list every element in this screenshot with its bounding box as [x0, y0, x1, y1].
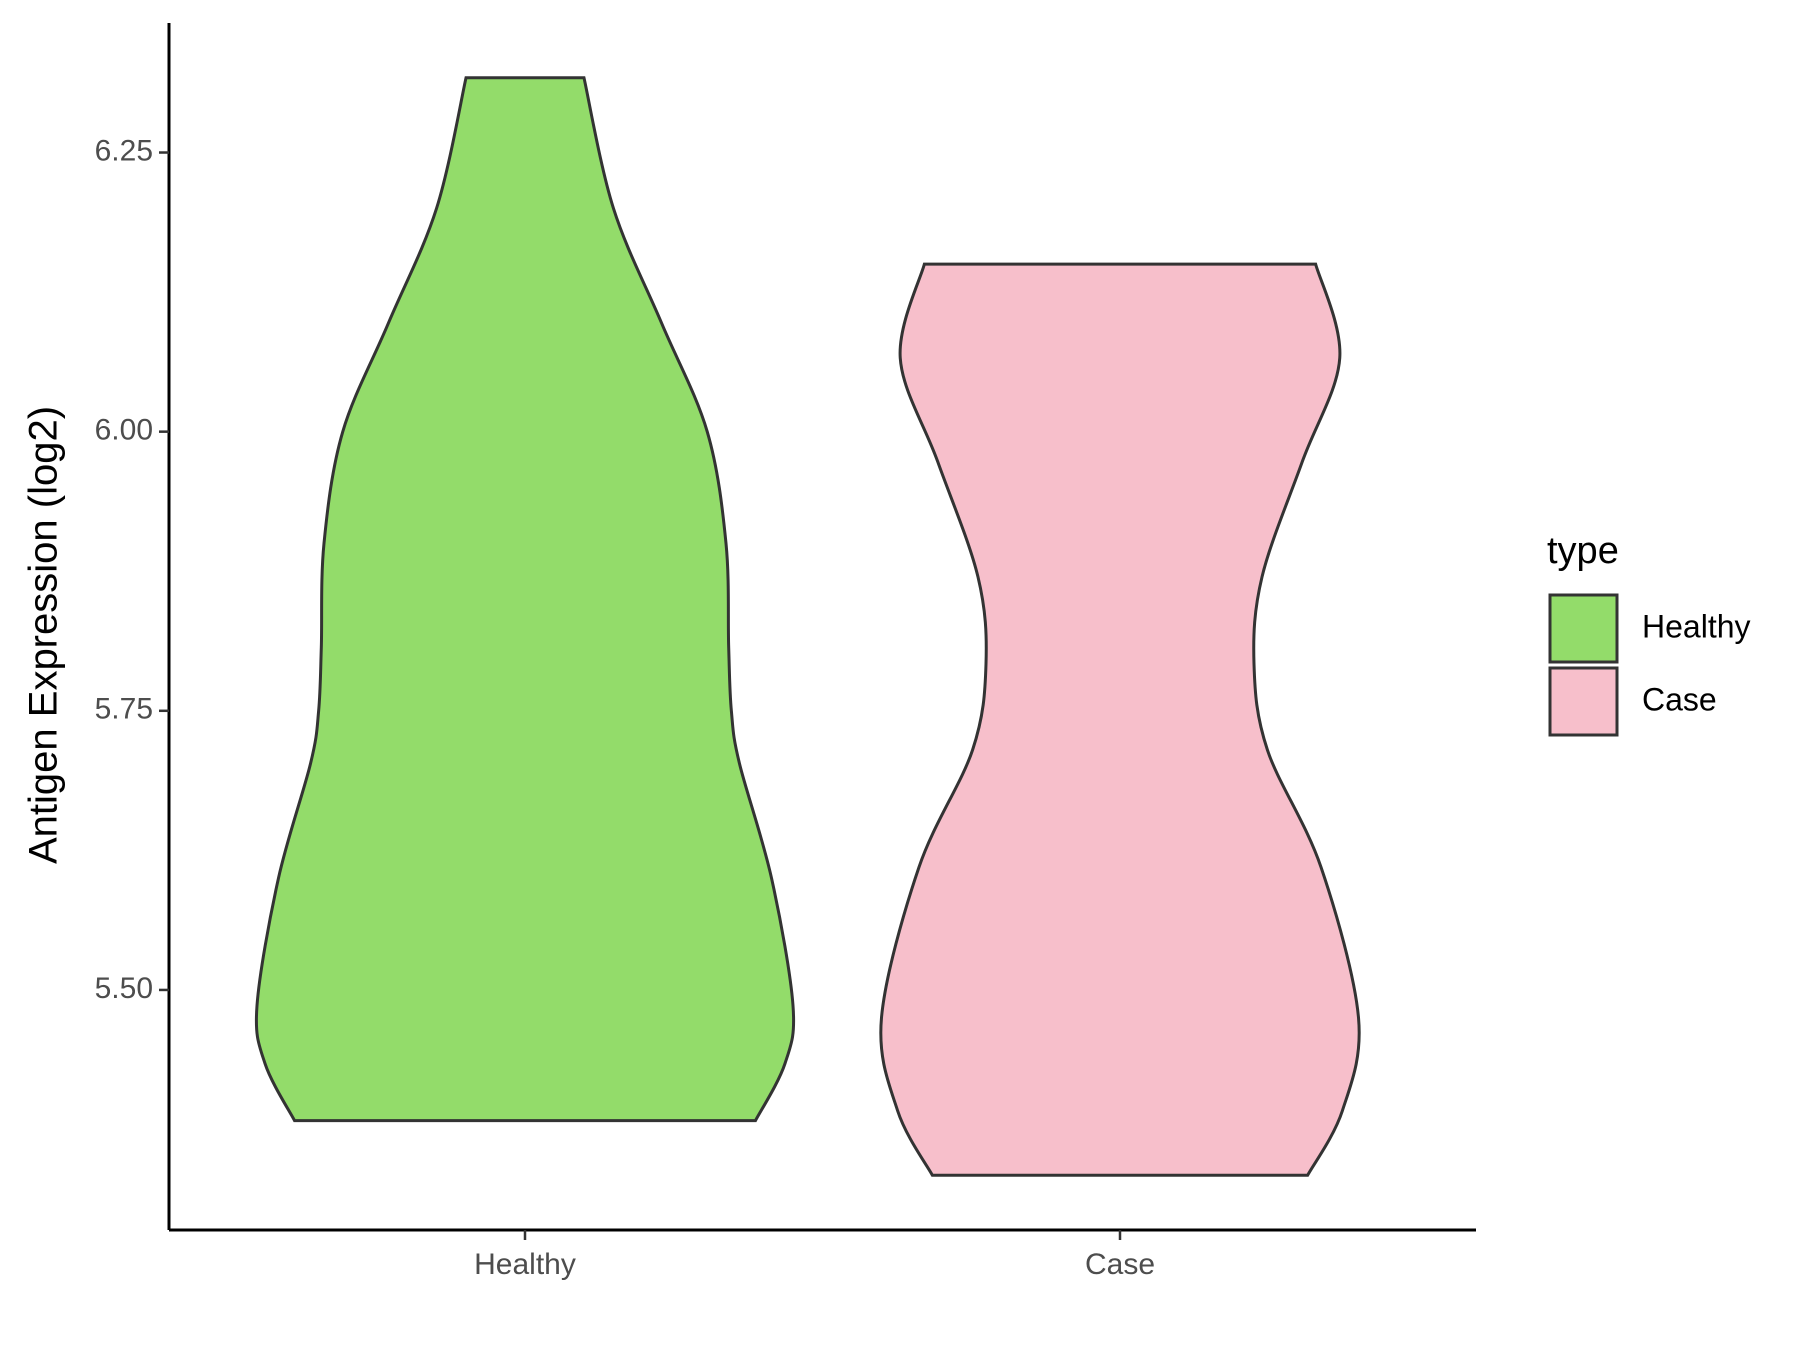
legend-title: type: [1547, 530, 1619, 572]
legend-key: [1548, 666, 1619, 737]
y-tick-label: 5.50: [95, 972, 153, 1005]
legend-label: Healthy: [1642, 608, 1751, 644]
y-axis-title: Antigen Expression (log2): [22, 406, 66, 864]
violin: [254, 76, 796, 1123]
legend-label: Case: [1642, 681, 1717, 717]
x-tick-label: Case: [1085, 1248, 1155, 1281]
y-tick-label: 5.75: [95, 693, 153, 726]
x-tick-label: Healthy: [474, 1248, 576, 1281]
y-tick-label: 6.00: [95, 414, 153, 447]
y-tick-label: 6.25: [95, 134, 153, 167]
violin: [879, 262, 1361, 1177]
legend-key: [1548, 593, 1619, 664]
